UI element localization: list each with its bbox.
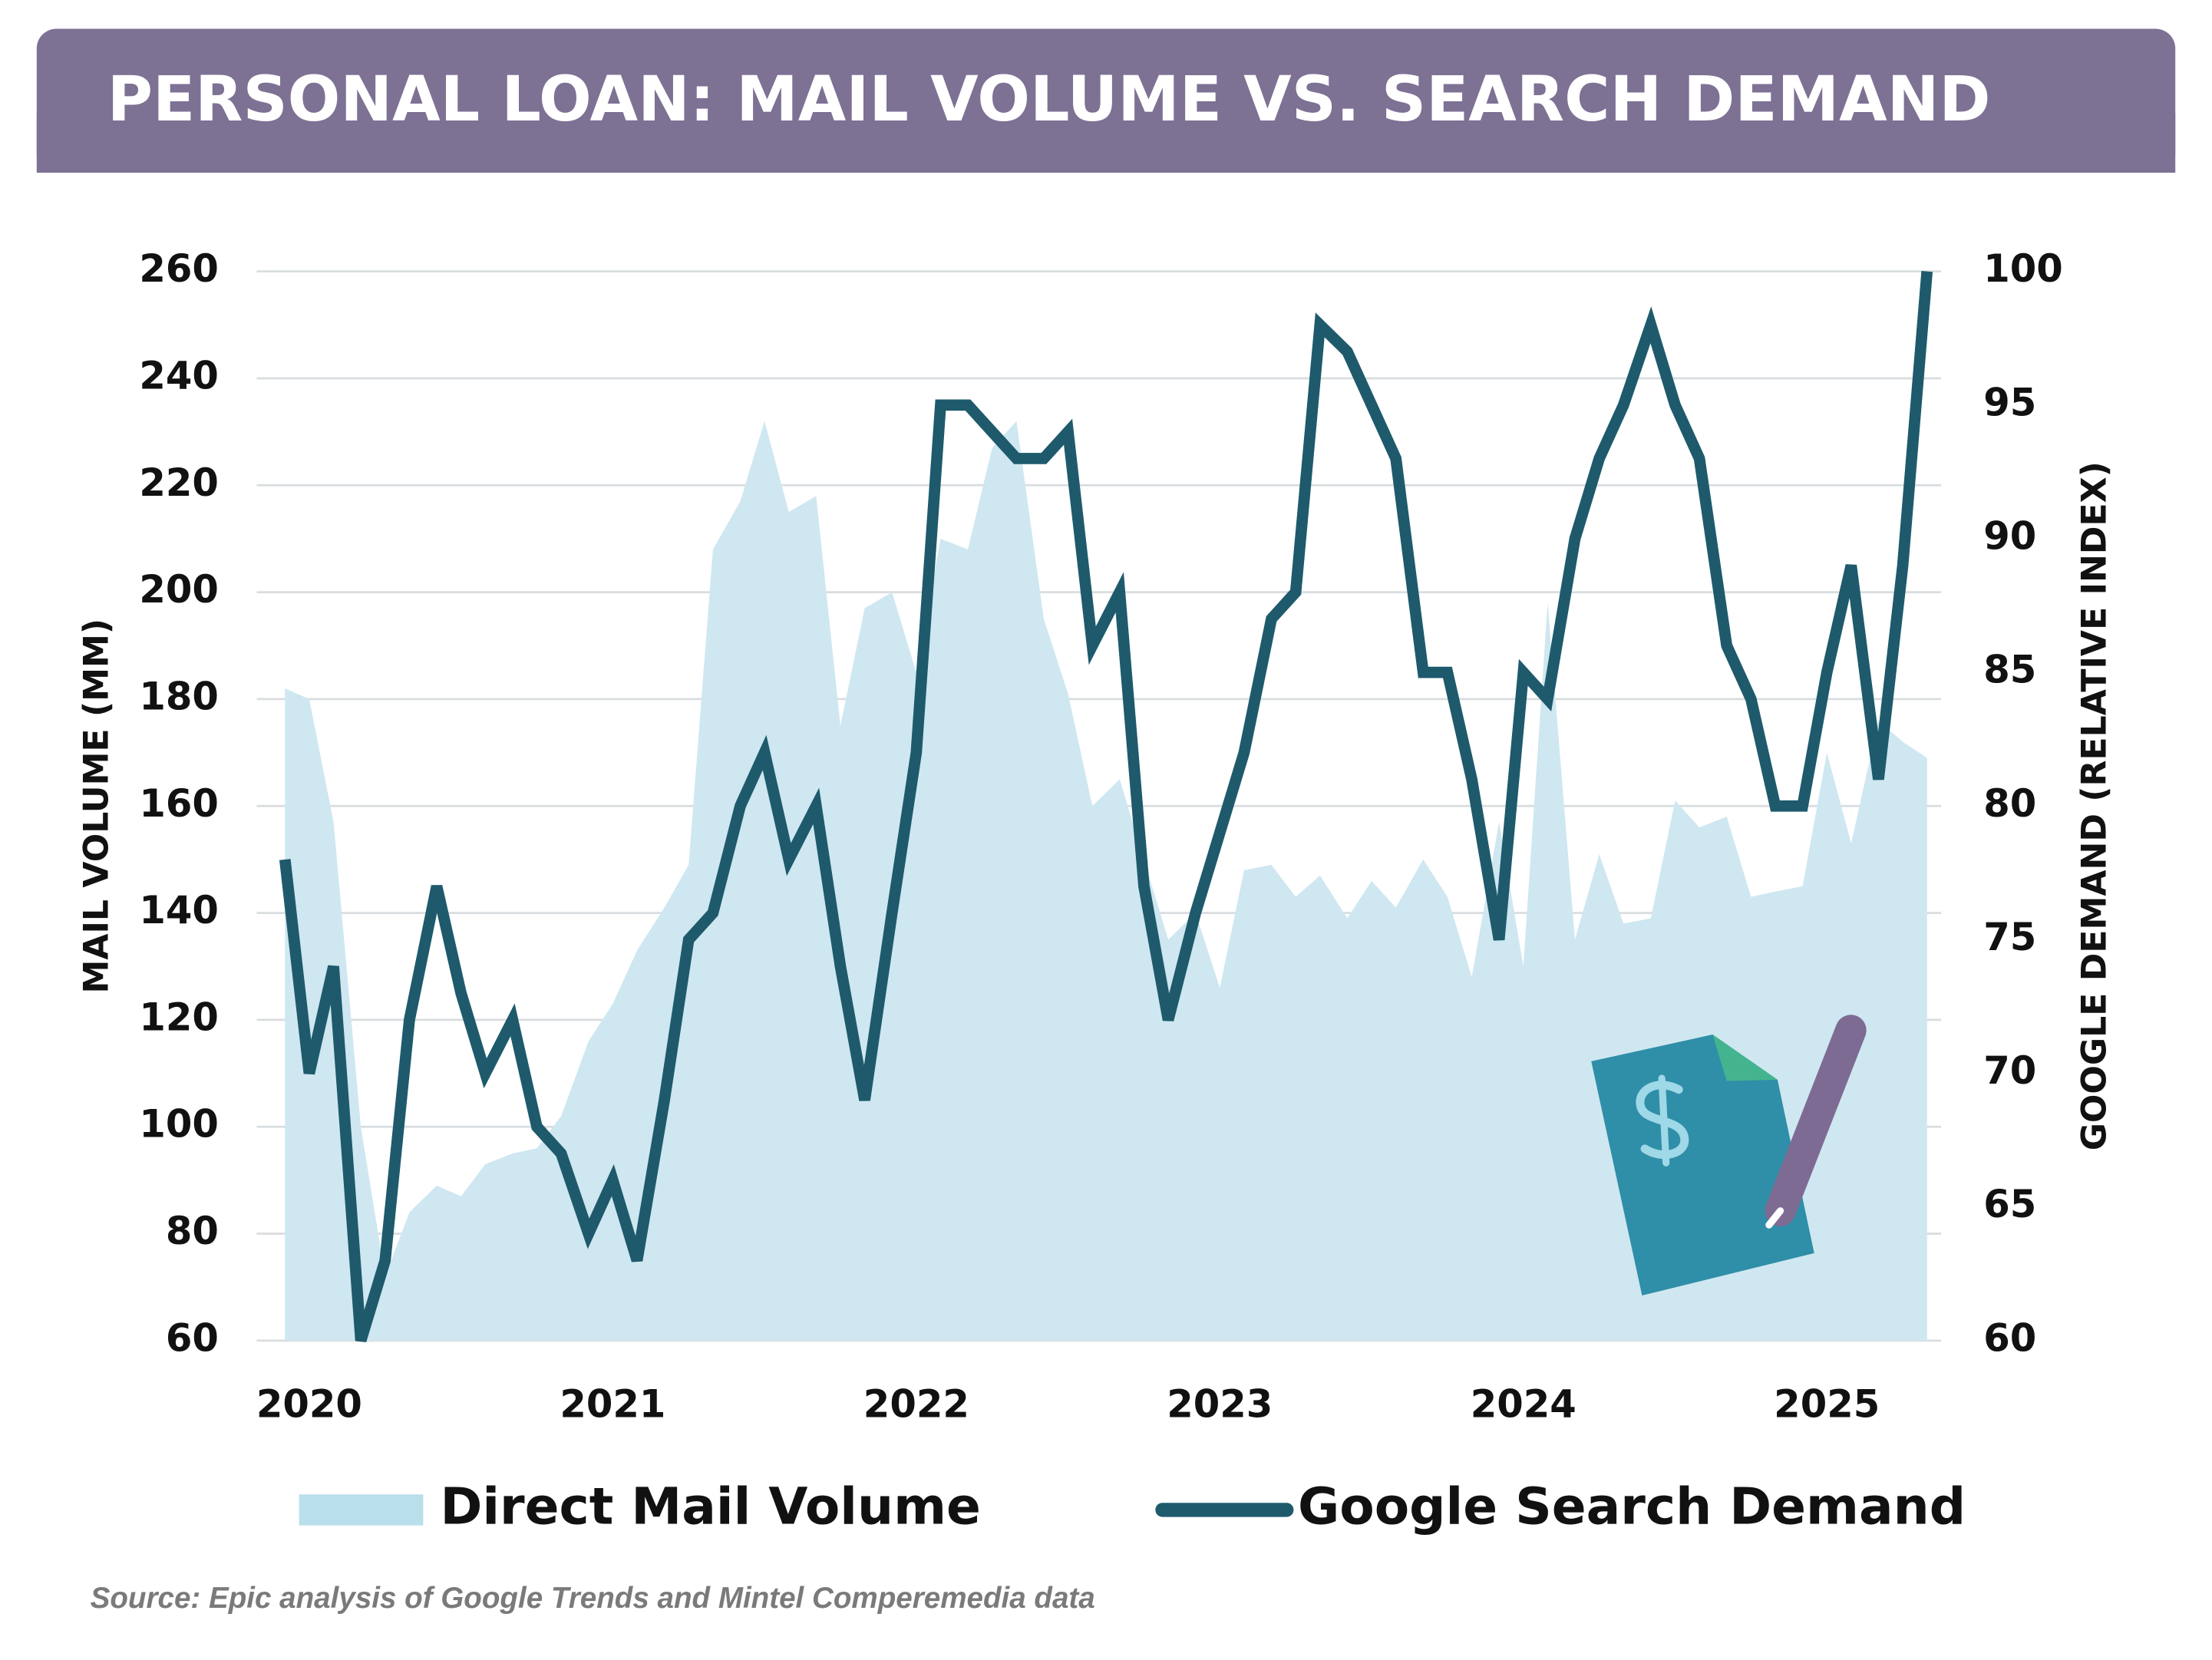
y2-tick-label: 80: [1983, 781, 2036, 826]
chart-title: PERSONAL LOAN: MAIL VOLUME VS. SEARCH DE…: [107, 64, 1991, 136]
y2-tick-label: 95: [1983, 380, 2036, 424]
title-band-base: [36, 113, 2176, 173]
y-tick-label: 180: [139, 674, 219, 718]
plot: [256, 270, 1942, 1342]
x-tick-label: 2022: [863, 1382, 969, 1427]
y2-tick-label: 100: [1983, 246, 2063, 291]
pen-tip: [1765, 1207, 1784, 1229]
dollar-bar: [1658, 1074, 1670, 1167]
y2-tick-label: 75: [1983, 915, 2036, 959]
y-tick-label: 80: [166, 1209, 219, 1253]
x-tick-label: 2020: [256, 1382, 362, 1427]
legend-swatch: [299, 1494, 424, 1526]
y2-tick-label: 65: [1983, 1182, 2036, 1226]
y-tick-label: 160: [139, 781, 219, 826]
mail-area: [285, 421, 1927, 1341]
y2-tick-label: 60: [1983, 1315, 2036, 1360]
y-axis-label: MAIL VOLUME (MM): [78, 619, 117, 994]
x-tick-label: 2024: [1471, 1382, 1576, 1427]
y2-tick-label: 70: [1983, 1048, 2036, 1093]
y-tick-label: 260: [139, 246, 219, 291]
y-tick-label: 240: [139, 353, 219, 398]
y-tick-label: 140: [139, 888, 219, 932]
y-tick-label: 60: [166, 1315, 219, 1360]
document-fold: [1712, 1035, 1778, 1081]
search-line: [279, 271, 1933, 1342]
y2-axis-label: GOOGLE DEMAND (RELATIVE INDEX): [2075, 461, 2114, 1150]
x-tick-label: 2025: [1774, 1382, 1880, 1427]
y2-tick-label: 90: [1983, 513, 2036, 558]
y-tick-label: 220: [139, 460, 219, 505]
y-tick-label: 200: [139, 567, 219, 612]
legend-label: Google Search Demand: [1298, 1477, 1966, 1536]
source-note: Source: Epic analysis of Google Trends a…: [91, 1582, 1095, 1615]
y2-tick-label: 85: [1983, 648, 2036, 692]
x-tick-label: 2021: [560, 1382, 665, 1427]
x-tick-label: 2023: [1167, 1382, 1273, 1427]
document-icon: [1591, 1035, 1814, 1296]
legend: Direct Mail Volume Google Search Demand: [299, 1477, 1966, 1536]
y-tick-label: 120: [139, 995, 219, 1039]
pen: [1765, 1015, 1867, 1226]
legend-label: Direct Mail Volume: [440, 1477, 980, 1536]
y-tick-label: 100: [139, 1102, 219, 1147]
icon: [1591, 1015, 1867, 1296]
